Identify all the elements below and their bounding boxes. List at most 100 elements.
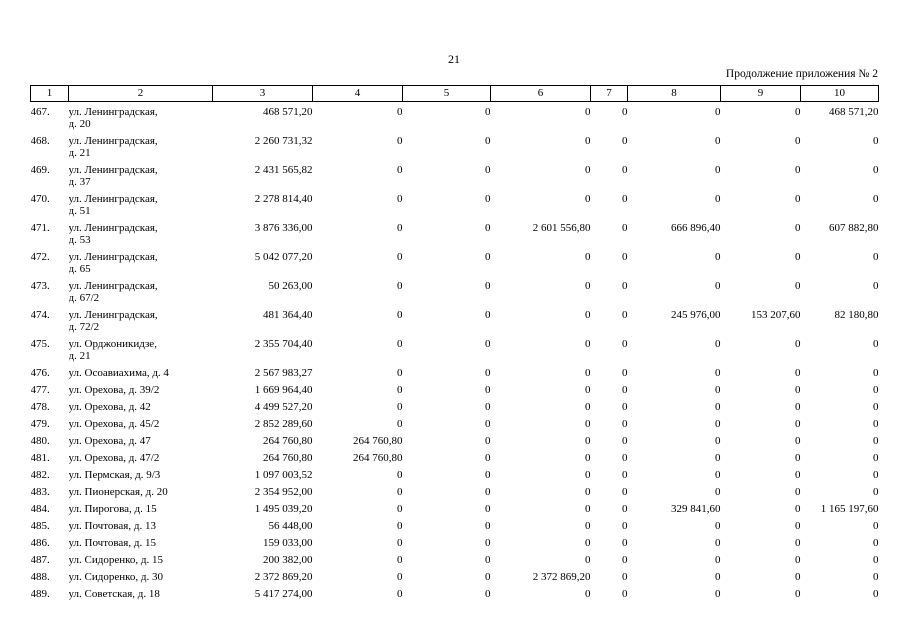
- value-cell: 0: [715, 193, 721, 205]
- value-cell: 0: [485, 135, 491, 147]
- value-cell: 0: [795, 164, 801, 176]
- table-row: 479. ул. Орехова, д. 45/2 2 852 289,60 0 0 0 0…: [31, 414, 879, 431]
- value-cell: 0: [585, 401, 591, 413]
- value-cell: 0: [485, 222, 491, 234]
- value-cell: 0: [795, 106, 801, 118]
- value-cell: 0: [622, 251, 628, 263]
- value-cell: 0: [397, 486, 403, 498]
- value-cell: 0: [622, 452, 628, 464]
- address-cell: ул. Ленинградская, д. 51: [68, 193, 158, 217]
- value-cell: 0: [397, 520, 403, 532]
- value-cell: 0: [873, 435, 879, 447]
- value-cell: 0: [397, 469, 403, 481]
- value-cell: 0: [485, 486, 491, 498]
- row-number-cell: 471.: [30, 222, 50, 234]
- table-row: 477. ул. Орехова, д. 39/2 1 669 964,40 0 0 0 0…: [31, 380, 879, 397]
- value-cell: 2 278 814,40: [254, 193, 313, 205]
- value-cell: 0: [585, 435, 591, 447]
- value-cell: 0: [585, 193, 591, 205]
- value-cell: 0: [397, 193, 403, 205]
- value-cell: 0: [485, 418, 491, 430]
- value-cell: 468 571,20: [829, 106, 879, 118]
- row-number-cell: 485.: [30, 520, 50, 532]
- value-cell: 0: [795, 486, 801, 498]
- table-header-row: 1 2 3 4 5 6 7 8 9 10: [30, 85, 879, 102]
- data-table: 1 2 3 4 5 6 7 8 9 10 467. ул. Ленинградская, д. 20…: [30, 85, 879, 601]
- value-cell: 0: [622, 164, 628, 176]
- value-cell: 0: [873, 554, 879, 566]
- value-cell: 0: [585, 588, 591, 600]
- value-cell: 0: [485, 520, 491, 532]
- value-cell: 0: [873, 588, 879, 600]
- row-number-cell: 469.: [30, 164, 50, 176]
- table-row: 485. ул. Почтовая, д. 13 56 448,00 0 0 0 0 0 0 0: [31, 516, 879, 533]
- value-cell: 0: [485, 537, 491, 549]
- value-cell: 0: [622, 588, 628, 600]
- value-cell: 0: [585, 503, 591, 515]
- table-header: 1 2 3 4 5 6 7 8 9 10: [30, 85, 879, 102]
- table-row: 467. ул. Ленинградская, д. 20 468 571,20 0 0…: [31, 102, 879, 132]
- value-cell: 0: [873, 164, 879, 176]
- value-cell: 0: [485, 164, 491, 176]
- value-cell: 0: [397, 135, 403, 147]
- row-number-cell: 486.: [30, 537, 50, 549]
- value-cell: 264 760,80: [263, 435, 313, 447]
- value-cell: 0: [397, 164, 403, 176]
- column-header-5: 5: [402, 85, 491, 102]
- address-cell: ул. Сидоренко, д. 30: [68, 571, 163, 583]
- value-cell: 264 760,80: [353, 452, 403, 464]
- value-cell: 4 499 527,20: [254, 401, 313, 413]
- value-cell: 0: [622, 135, 628, 147]
- value-cell: 0: [715, 520, 721, 532]
- row-number-cell: 482.: [30, 469, 50, 481]
- value-cell: 0: [485, 367, 491, 379]
- row-number-cell: 473.: [30, 280, 50, 292]
- address-cell: ул. Ленинградская, д. 65: [68, 251, 158, 275]
- value-cell: 0: [485, 309, 491, 321]
- value-cell: 0: [585, 486, 591, 498]
- address-cell: ул. Сидоренко, д. 15: [68, 554, 163, 566]
- value-cell: 2 372 869,20: [254, 571, 313, 583]
- value-cell: 0: [585, 280, 591, 292]
- value-cell: 0: [485, 588, 491, 600]
- row-number-cell: 472.: [30, 251, 50, 263]
- value-cell: 0: [397, 309, 403, 321]
- address-cell: ул. Ленинградская, д. 37: [68, 164, 158, 188]
- value-cell: 0: [715, 418, 721, 430]
- value-cell: 0: [397, 384, 403, 396]
- value-cell: 2 431 565,82: [254, 164, 313, 176]
- value-cell: 0: [585, 338, 591, 350]
- table-row: 489. ул. Советская, д. 18 5 417 274,00 0 0 0 0…: [31, 584, 879, 601]
- value-cell: 0: [485, 338, 491, 350]
- value-cell: 0: [873, 135, 879, 147]
- value-cell: 0: [485, 401, 491, 413]
- value-cell: 0: [795, 135, 801, 147]
- row-number-cell: 487.: [30, 554, 50, 566]
- value-cell: 0: [622, 520, 628, 532]
- value-cell: 0: [795, 193, 801, 205]
- value-cell: 0: [715, 401, 721, 413]
- column-header-7: 7: [590, 85, 628, 102]
- value-cell: 2 354 952,00: [254, 486, 313, 498]
- table-row: 472. ул. Ленинградская, д. 65 5 042 077,20…: [31, 247, 879, 276]
- value-cell: 0: [795, 537, 801, 549]
- value-cell: 0: [715, 435, 721, 447]
- value-cell: 481 364,40: [263, 309, 313, 321]
- value-cell: 0: [485, 384, 491, 396]
- value-cell: 0: [873, 537, 879, 549]
- value-cell: 0: [795, 452, 801, 464]
- column-header-4: 4: [312, 85, 403, 102]
- value-cell: 329 841,60: [671, 503, 721, 515]
- value-cell: 0: [585, 384, 591, 396]
- value-cell: 0: [485, 280, 491, 292]
- column-header-1: 1: [30, 85, 69, 102]
- value-cell: 0: [485, 503, 491, 515]
- row-number-cell: 476.: [30, 367, 50, 379]
- value-cell: 2 567 983,27: [254, 367, 313, 379]
- table-row: 487. ул. Сидоренко, д. 15 200 382,00 0 0 0 0 0 0…: [31, 550, 879, 567]
- value-cell: 0: [795, 571, 801, 583]
- value-cell: 0: [873, 520, 879, 532]
- value-cell: 0: [715, 537, 721, 549]
- value-cell: 0: [397, 106, 403, 118]
